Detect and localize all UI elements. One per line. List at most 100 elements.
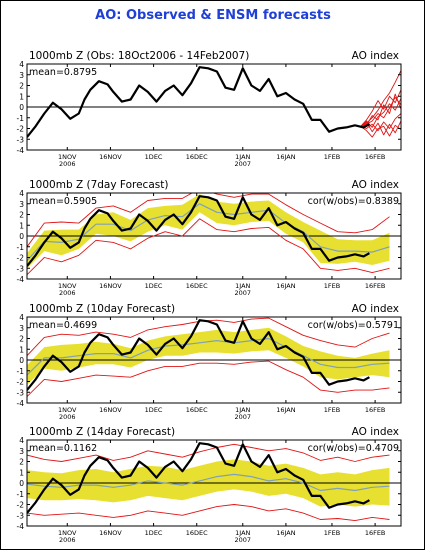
mean-stat: mean=0.4699: [29, 320, 97, 331]
x-tick-label: 1DEC: [145, 153, 163, 161]
x-tick-label: 1NOV: [58, 282, 77, 290]
x-tick-sublabel: 2007: [234, 289, 251, 297]
x-tick-label: 16JAN: [276, 282, 296, 290]
x-tick-label: 16FEB: [365, 406, 386, 414]
plot-area: [27, 66, 401, 138]
x-tick-label: 16NOV: [99, 406, 122, 414]
y-tick-label: 3: [19, 71, 24, 80]
x-tick-sublabel: 2007: [234, 536, 251, 544]
ensemble-line-2: [360, 89, 401, 127]
y-tick-label: 0: [19, 103, 24, 112]
x-tick-label: 16NOV: [99, 153, 122, 161]
x-tick-label: 16FEB: [365, 153, 386, 161]
x-tick-label: 1FEB: [324, 153, 340, 161]
y-tick-label: 2: [19, 335, 24, 344]
x-tick-sublabel: 2007: [234, 160, 251, 168]
y-tick-label: -4: [17, 399, 25, 408]
x-tick-label: 1FEB: [324, 529, 340, 537]
x-tick-label: 1JAN: [235, 529, 250, 537]
y-tick-label: -2: [17, 378, 25, 387]
x-tick-label: 1NOV: [58, 529, 77, 537]
x-tick-label: 16JAN: [276, 406, 296, 414]
y-tick-label: 3: [19, 447, 24, 456]
plot-area: [27, 442, 401, 522]
x-tick-label: 16DEC: [186, 406, 208, 414]
observed-line: [27, 319, 370, 391]
figure-title: AO: Observed & ENSM forecasts: [95, 8, 331, 23]
ensemble-line-4: [360, 113, 401, 132]
y-tick-label: -2: [17, 501, 25, 510]
x-tick-label: 16FEB: [365, 529, 386, 537]
y-tick-label: 2: [19, 211, 24, 220]
x-tick-sublabel: 2006: [59, 289, 76, 297]
y-tick-label: -4: [17, 275, 25, 284]
x-tick-label: 1DEC: [145, 406, 163, 414]
correlation-stat: cor(w/obs)=0.5791: [308, 320, 399, 331]
panel-title: 1000mb Z (7day Forecast): [29, 179, 168, 191]
x-tick-sublabel: 2006: [59, 536, 76, 544]
panels: 1000mb Z (Obs: 18Oct2006 - 14Feb2007) AO …: [17, 50, 402, 544]
ens-mean-line: [27, 473, 390, 492]
ensemble-line-6: [360, 93, 401, 127]
y-tick-label: -1: [17, 367, 25, 376]
correlation-stat: cor(w/obs)=0.8389: [308, 196, 399, 207]
ens-upper-line: [27, 443, 390, 462]
y-tick-label: 1: [19, 468, 24, 477]
y-tick-label: 3: [19, 200, 24, 209]
x-tick-sublabel: 2007: [234, 413, 251, 421]
y-tick-label: -2: [17, 254, 25, 263]
x-tick-label: 1NOV: [58, 406, 77, 414]
y-tick-label: -2: [17, 125, 25, 134]
x-tick-label: 16DEC: [186, 153, 208, 161]
mean-stat: mean=0.8795: [29, 67, 97, 78]
x-tick-label: 1JAN: [235, 406, 250, 414]
y-tick-label: -1: [17, 114, 25, 123]
mean-stat: mean=0.5905: [29, 196, 97, 207]
panel-title: 1000mb Z (Obs: 18Oct2006 - 14Feb2007): [29, 50, 249, 62]
y-tick-label: -1: [17, 490, 25, 499]
correlation-stat: cor(w/obs)=0.4709: [308, 443, 399, 454]
plot-area: [27, 317, 401, 397]
x-tick-label: 16NOV: [99, 529, 122, 537]
y-tick-label: 4: [19, 60, 24, 69]
ensemble-line-8: [360, 98, 401, 128]
y-tick-label: 4: [19, 189, 24, 198]
y-tick-label: 0: [19, 479, 24, 488]
x-tick-sublabel: 2006: [59, 413, 76, 421]
panel-index-label: AO index: [352, 179, 399, 191]
y-tick-label: -4: [17, 146, 25, 155]
y-tick-label: 1: [19, 345, 24, 354]
mean-stat: mean=0.1162: [29, 443, 97, 454]
y-tick-label: 4: [19, 436, 24, 445]
y-tick-label: 2: [19, 458, 24, 467]
x-tick-label: 16DEC: [186, 529, 208, 537]
y-tick-label: 0: [19, 232, 24, 241]
y-tick-label: 3: [19, 324, 24, 333]
panel-index-label: AO index: [352, 426, 399, 438]
ensemble-line-7: [360, 124, 401, 138]
y-tick-label: 2: [19, 82, 24, 91]
x-tick-label: 1JAN: [235, 153, 250, 161]
x-tick-sublabel: 2006: [59, 160, 76, 168]
x-tick-label: 1DEC: [145, 282, 163, 290]
x-tick-label: 16FEB: [365, 282, 386, 290]
ensemble-spread-band: [27, 194, 390, 269]
y-tick-label: 1: [19, 221, 24, 230]
x-tick-label: 1FEB: [324, 406, 340, 414]
ens-lower-line: [27, 218, 390, 276]
plot-area: [27, 193, 401, 276]
y-tick-label: -3: [17, 511, 25, 520]
x-tick-label: 16JAN: [276, 153, 296, 161]
panel-title: 1000mb Z (10day Forecast): [29, 303, 175, 315]
x-tick-label: 16DEC: [186, 282, 208, 290]
x-tick-label: 1NOV: [58, 153, 77, 161]
y-tick-label: -3: [17, 264, 25, 273]
ens-mean-line: [27, 337, 390, 376]
ens-mean-line: [27, 203, 390, 262]
x-tick-label: 1FEB: [324, 282, 340, 290]
x-tick-label: 1DEC: [145, 529, 163, 537]
ens-lower-line: [27, 504, 390, 522]
ensemble-spread-band: [27, 327, 390, 385]
